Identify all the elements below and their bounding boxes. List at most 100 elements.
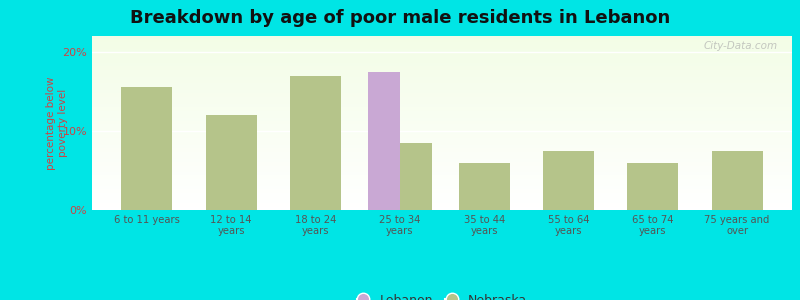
Text: Breakdown by age of poor male residents in Lebanon: Breakdown by age of poor male residents … <box>130 9 670 27</box>
Bar <box>92 102 792 103</box>
Bar <box>92 174 792 175</box>
Bar <box>92 88 792 89</box>
Bar <box>92 159 792 160</box>
Bar <box>92 58 792 59</box>
Bar <box>92 60 792 61</box>
Bar <box>92 57 792 58</box>
Bar <box>92 173 792 174</box>
Bar <box>92 61 792 62</box>
Bar <box>92 172 792 173</box>
Bar <box>92 100 792 101</box>
Bar <box>92 141 792 142</box>
Bar <box>92 153 792 154</box>
Bar <box>92 108 792 109</box>
Bar <box>92 47 792 48</box>
Bar <box>92 167 792 168</box>
Bar <box>92 46 792 47</box>
Bar <box>92 112 792 113</box>
Bar <box>92 89 792 90</box>
Bar <box>92 208 792 209</box>
Bar <box>92 176 792 177</box>
Bar <box>92 114 792 115</box>
Bar <box>92 125 792 126</box>
Bar <box>92 49 792 50</box>
Bar <box>92 127 792 128</box>
Bar <box>92 192 792 193</box>
Bar <box>92 152 792 153</box>
Bar <box>92 206 792 207</box>
Bar <box>92 48 792 49</box>
Bar <box>92 181 792 182</box>
Bar <box>92 139 792 140</box>
Bar <box>92 137 792 138</box>
Bar <box>92 201 792 202</box>
Bar <box>92 144 792 145</box>
Bar <box>92 166 792 167</box>
Bar <box>92 126 792 127</box>
Bar <box>92 95 792 96</box>
Bar <box>92 106 792 107</box>
Bar <box>92 142 792 143</box>
Bar <box>92 68 792 69</box>
Bar <box>92 50 792 51</box>
Bar <box>92 81 792 82</box>
Bar <box>92 116 792 117</box>
Bar <box>92 148 792 149</box>
Bar <box>92 41 792 42</box>
Bar <box>92 157 792 158</box>
Bar <box>92 94 792 95</box>
Bar <box>92 111 792 112</box>
Bar <box>92 67 792 68</box>
Bar <box>92 140 792 141</box>
Bar <box>92 123 792 124</box>
Bar <box>92 119 792 120</box>
Bar <box>92 99 792 100</box>
Bar <box>92 77 792 78</box>
Bar <box>92 161 792 162</box>
Bar <box>92 92 792 93</box>
Bar <box>92 189 792 190</box>
Bar <box>92 101 792 102</box>
Bar <box>92 85 792 86</box>
Bar <box>92 63 792 64</box>
Bar <box>92 104 792 105</box>
Bar <box>92 110 792 111</box>
Bar <box>92 197 792 198</box>
Bar <box>92 79 792 80</box>
Bar <box>92 169 792 170</box>
Bar <box>92 179 792 180</box>
Bar <box>92 118 792 119</box>
Bar <box>92 76 792 77</box>
Bar <box>92 66 792 67</box>
Bar <box>92 83 792 84</box>
Bar <box>92 93 792 94</box>
Bar <box>92 43 792 44</box>
Bar <box>92 37 792 38</box>
Bar <box>400 143 432 210</box>
Bar <box>92 202 792 203</box>
Bar <box>92 168 792 169</box>
Bar <box>92 143 792 144</box>
Bar <box>92 160 792 161</box>
Bar <box>92 107 792 108</box>
Bar <box>92 209 792 210</box>
Bar <box>92 184 792 185</box>
Bar <box>92 42 792 43</box>
Bar <box>92 87 792 88</box>
Bar <box>458 163 510 210</box>
Bar <box>92 91 792 92</box>
Bar <box>92 71 792 72</box>
Bar <box>92 80 792 81</box>
Bar <box>92 38 792 39</box>
Bar <box>92 155 792 156</box>
Bar <box>92 162 792 163</box>
Bar <box>92 147 792 148</box>
Bar <box>92 194 792 195</box>
Bar <box>206 115 257 210</box>
Bar <box>92 74 792 75</box>
Bar <box>92 145 792 146</box>
Bar <box>92 115 792 116</box>
Bar <box>92 70 792 71</box>
Bar <box>92 75 792 76</box>
Bar <box>92 158 792 159</box>
